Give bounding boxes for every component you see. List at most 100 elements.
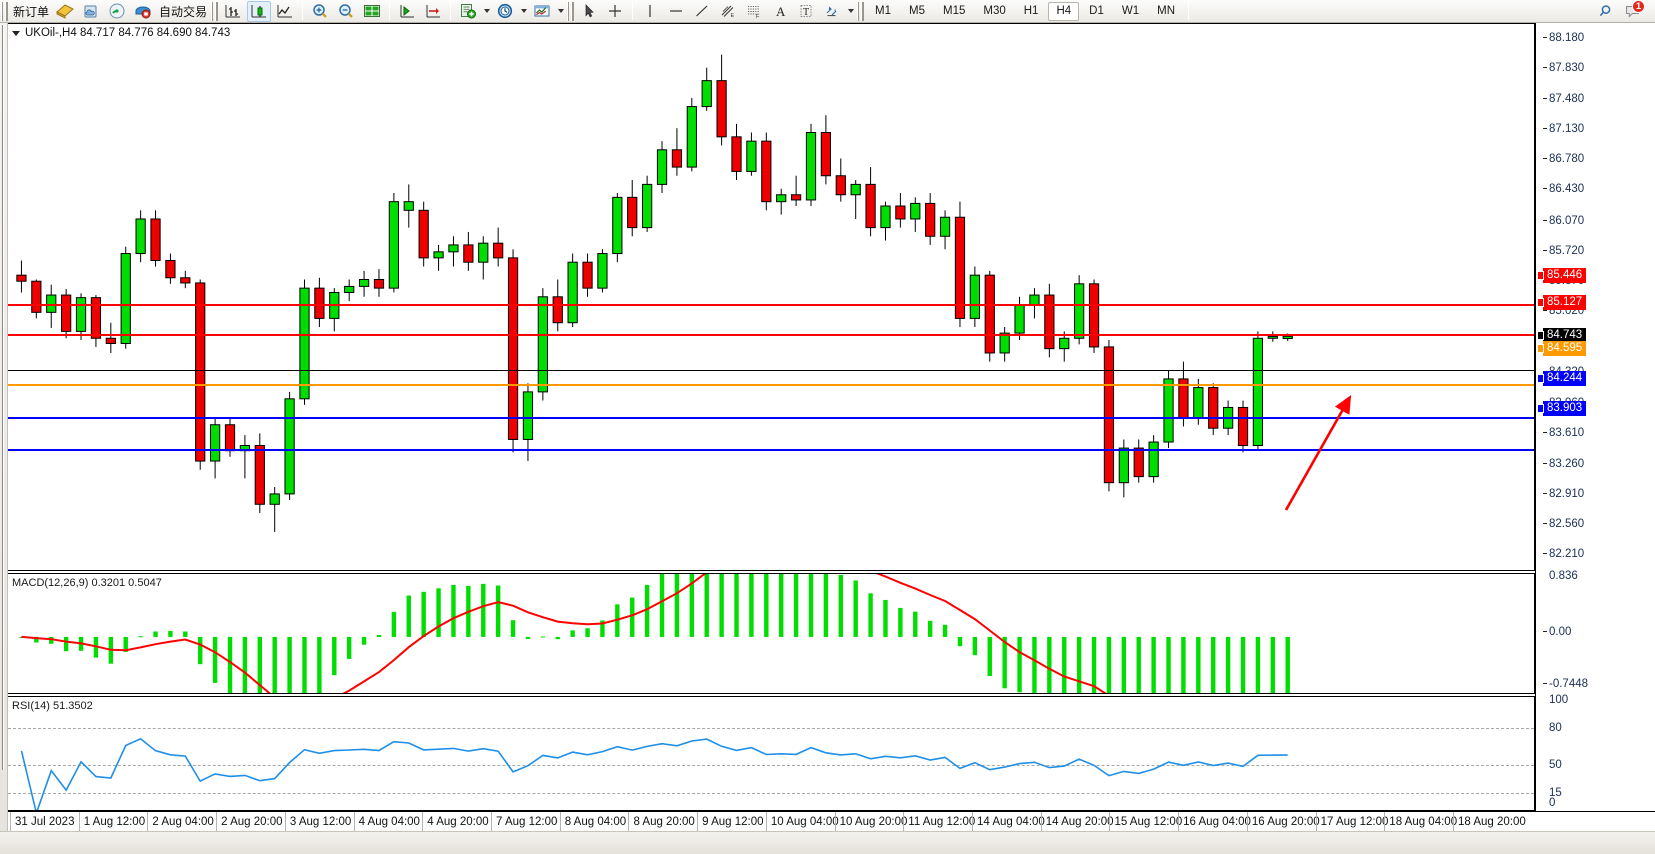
tile-windows-icon[interactable]: [360, 1, 384, 22]
signal-icon[interactable]: [105, 1, 129, 22]
templates-dropdown-icon[interactable]: [555, 1, 566, 22]
candle-body: [1267, 336, 1278, 339]
trendline-icon[interactable]: [690, 1, 714, 22]
time-tick-separator: [1178, 812, 1180, 832]
toolbar-grip-3[interactable]: [567, 1, 575, 21]
macd-histogram-bar: [391, 611, 397, 637]
shift-start-icon[interactable]: [395, 1, 419, 22]
macd-series: [19, 574, 1290, 693]
toolbar-grip[interactable]: [1, 1, 8, 21]
candle-body: [1059, 337, 1070, 350]
price-tick: 86.070: [1542, 214, 1585, 227]
vertical-line-icon[interactable]: [638, 1, 662, 22]
rsi-level-80: [8, 728, 1534, 729]
zoom-in-icon[interactable]: [308, 1, 332, 22]
price-label-pivot[interactable]: 84.595: [1537, 341, 1587, 357]
level-line-85127[interactable]: [8, 334, 1534, 336]
price-label-handle[interactable]: [1537, 374, 1544, 384]
macd-caption: MACD(12,26,9) 0.3201 0.5047: [12, 577, 162, 589]
templates-icon[interactable]: [530, 1, 554, 22]
candle-body: [880, 205, 891, 229]
price-label-handle[interactable]: [1537, 298, 1544, 308]
timeframe-w1[interactable]: W1: [1121, 4, 1140, 17]
crosshair-icon[interactable]: [603, 1, 627, 22]
price-label-handle[interactable]: [1537, 344, 1544, 354]
rsi-series: [20, 737, 1288, 810]
level-line-85446[interactable]: [8, 304, 1534, 306]
price-label-last-price[interactable]: 84.743: [1537, 328, 1587, 344]
level-line-83903[interactable]: [8, 449, 1534, 451]
candle-body: [925, 202, 936, 237]
timeframe-h1[interactable]: H1: [1023, 4, 1039, 17]
auto-trading-label[interactable]: 自动交易: [159, 4, 208, 19]
candle-body: [269, 493, 280, 505]
price-label-text: 84.244: [1547, 372, 1583, 385]
window-grip[interactable]: [0, 23, 8, 831]
period-clock-icon[interactable]: [493, 1, 517, 22]
new-order-icon[interactable]: [53, 1, 77, 22]
timeframe-h4[interactable]: H4: [1048, 1, 1080, 21]
candlestick-chart-icon[interactable]: [247, 0, 272, 22]
macd-histogram-bar: [838, 574, 843, 637]
macd-histogram-bar: [808, 574, 814, 637]
time-axis[interactable]: 31 Jul 2023 1 Aug 12:00 2 Aug 04:00 2 Aug 2…: [8, 811, 1655, 832]
price-label-resistance[interactable]: 85.446: [1537, 267, 1587, 283]
fibonacci-icon[interactable]: F: [742, 1, 766, 22]
macd-histogram-bar: [927, 620, 933, 637]
price-label-text: 85.127: [1547, 296, 1583, 309]
horizontal-line-icon[interactable]: [664, 1, 688, 22]
price-label-support[interactable]: 83.903: [1537, 400, 1587, 416]
arrows-dropdown-icon[interactable]: [845, 1, 856, 22]
timeframe-mn[interactable]: MN: [1157, 4, 1175, 17]
timeframe-m5[interactable]: M5: [909, 4, 925, 17]
time-tick: 15 Aug 12:00: [1114, 816, 1183, 828]
timeframe-m30[interactable]: M30: [983, 4, 1006, 17]
equidistant-channel-icon[interactable]: E: [716, 1, 740, 22]
auto-trading-icon[interactable]: [131, 1, 155, 22]
timeframe-m1[interactable]: M1: [875, 4, 892, 17]
macd-pane[interactable]: MACD(12,26,9) 0.3201 0.5047: [8, 573, 1535, 694]
chevron-down-icon[interactable]: [12, 30, 20, 36]
timeframe-d1[interactable]: D1: [1089, 4, 1104, 17]
macd-histogram-bar: [1032, 636, 1037, 693]
price-tick: 86.430: [1542, 183, 1585, 196]
rsi-pane[interactable]: RSI(14) 51.3502: [8, 696, 1535, 811]
search-icon[interactable]: [1595, 1, 1619, 22]
candle-body: [552, 296, 563, 324]
line-chart-icon[interactable]: [273, 1, 297, 22]
macd-histogram-bar: [198, 636, 203, 665]
price-tick: 85.720: [1542, 244, 1585, 257]
timeframe-m15[interactable]: M15: [943, 4, 966, 17]
toolbar-grip-4[interactable]: [857, 1, 865, 21]
text-label-icon[interactable]: T: [794, 1, 818, 22]
price-label-support[interactable]: 84.244: [1537, 371, 1587, 387]
toolbar-grip-2[interactable]: [211, 1, 219, 21]
price-label-handle[interactable]: [1537, 270, 1544, 280]
bar-chart-icon[interactable]: [221, 1, 245, 22]
cloud-icon[interactable]: [79, 1, 103, 22]
zoom-out-icon[interactable]: [334, 1, 358, 22]
chart-symbol-header[interactable]: UKOil-,H4 84.717 84.776 84.690 84.743: [12, 27, 230, 39]
new-order-label[interactable]: 新订单: [13, 4, 50, 19]
price-label-resistance[interactable]: 85.127: [1537, 295, 1587, 311]
time-tick: 16 Aug 20:00: [1251, 816, 1320, 828]
level-line-84244[interactable]: [8, 417, 1534, 419]
level-line-84595[interactable]: [8, 384, 1534, 386]
chat-icon[interactable]: 1: [1621, 0, 1645, 22]
candle-body: [1133, 447, 1144, 478]
add-indicator-icon[interactable]: [456, 1, 480, 22]
macd-histogram-bar: [1106, 636, 1112, 693]
candle-body: [478, 242, 489, 263]
add-indicator-dropdown-icon[interactable]: [481, 1, 492, 22]
arrows-icon[interactable]: [820, 1, 844, 22]
period-dropdown-icon[interactable]: [518, 1, 529, 22]
price-label-handle[interactable]: [1537, 403, 1544, 413]
cursor-icon[interactable]: [577, 1, 601, 22]
text-icon[interactable]: A: [768, 1, 792, 22]
price-pane[interactable]: UKOil-,H4 84.717 84.776 84.690 84.743: [8, 23, 1535, 571]
price-label-handle[interactable]: [1537, 331, 1544, 341]
shift-end-icon[interactable]: [421, 1, 445, 22]
price-axis[interactable]: 88.180 87.830 87.480 87.130 86.780 86.430 86.0…: [1535, 23, 1655, 811]
time-tick-separator: [1040, 812, 1042, 832]
time-tick: 18 Aug 04:00: [1389, 816, 1458, 828]
